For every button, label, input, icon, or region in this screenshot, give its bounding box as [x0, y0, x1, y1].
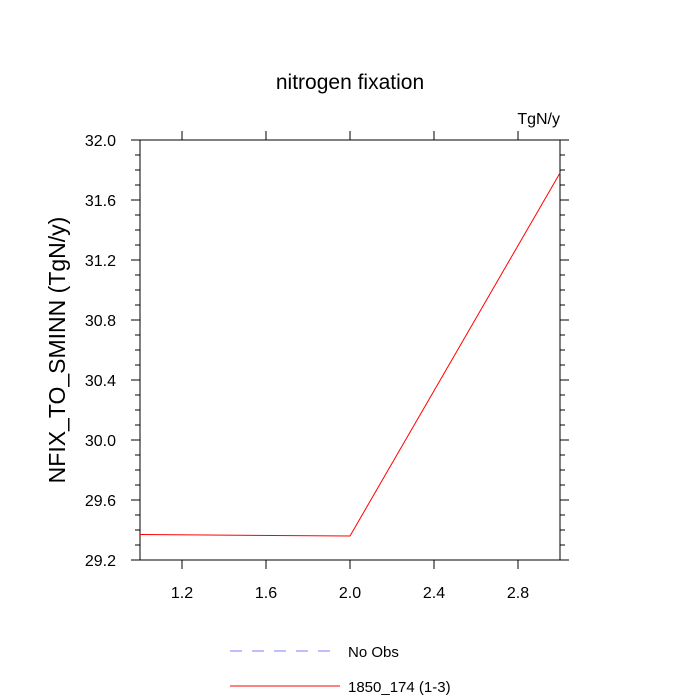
plot-area: 1.2 1.6 2.0 2.4 2.8 29.2 29.6 30.0 30.4 30.8 31.2 3… — [85, 131, 569, 602]
x-tick-label: 1.2 — [171, 585, 193, 602]
chart-title: nitrogen fixation — [276, 71, 424, 94]
x-tick-label: 2.4 — [423, 585, 445, 602]
y-axis-label: NFIX_TO_SMINN (TgN/y) — [44, 217, 70, 484]
units-label: TgN/y — [517, 111, 560, 128]
legend-label: 1850_174 (1-3) — [348, 679, 451, 696]
y-tick-label: 32.0 — [85, 133, 116, 150]
legend: No Obs 1850_174 (1-3) — [230, 644, 451, 696]
x-tick-label: 1.6 — [255, 585, 277, 602]
y-tick-label: 31.2 — [85, 253, 116, 270]
plot-frame — [139, 139, 561, 561]
y-tick-label: 29.6 — [85, 493, 116, 510]
y-tick-label: 30.8 — [85, 313, 116, 330]
y-tick-label: 30.4 — [85, 373, 116, 390]
y-tick-label: 31.6 — [85, 193, 116, 210]
series-line — [139, 172, 561, 537]
x-tick-label: 2.0 — [339, 585, 361, 602]
y-tick-label: 30.0 — [85, 433, 116, 450]
x-tick-label: 2.8 — [507, 585, 529, 602]
y-tick-label: 29.2 — [85, 553, 116, 570]
legend-label: No Obs — [348, 644, 399, 661]
